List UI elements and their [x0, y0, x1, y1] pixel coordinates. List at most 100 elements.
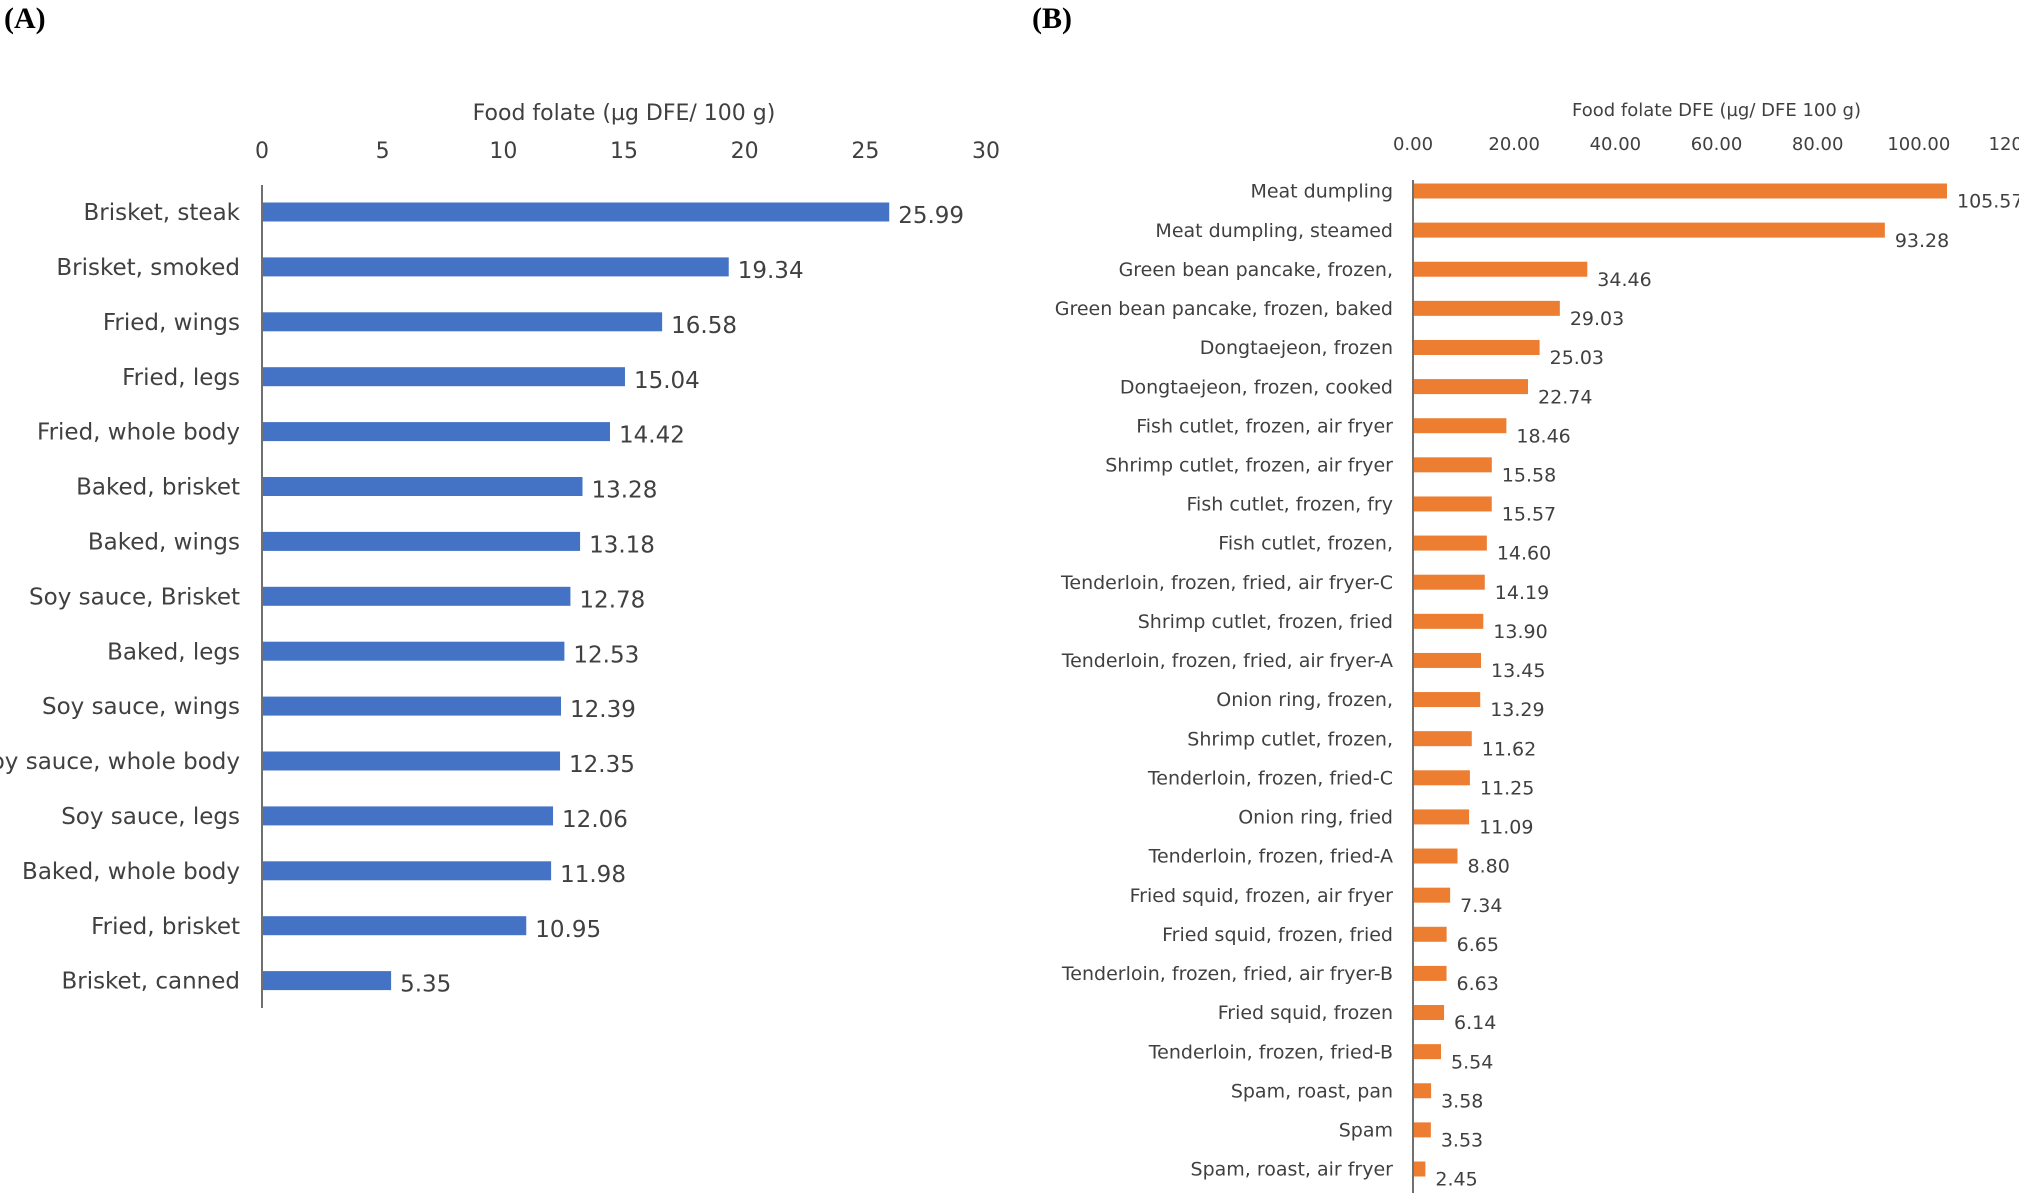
bar-b — [1414, 183, 1948, 199]
category-label-b: Tenderloin, frozen, fried-C — [1147, 767, 1393, 789]
category-label-a: Soy sauce, Brisket — [29, 584, 240, 610]
value-label-b: 18.46 — [1516, 425, 1570, 447]
category-label-b: Tenderloin, frozen, fried-B — [1148, 1041, 1393, 1063]
category-label-a: Brisket, canned — [61, 969, 240, 995]
value-label-a: 14.42 — [619, 423, 685, 449]
bar-a — [263, 202, 890, 222]
x-tick-label-a: 25 — [851, 139, 879, 164]
bar-b — [1414, 613, 1484, 629]
category-label-a: Soy sauce, legs — [61, 804, 240, 830]
x-tick-label-a: 30 — [972, 139, 1000, 164]
bar-b — [1414, 887, 1451, 903]
bar-b — [1414, 496, 1492, 512]
category-label-b: Spam, roast, air fryer — [1191, 1159, 1394, 1181]
value-label-a: 16.58 — [671, 313, 737, 339]
bar-b — [1414, 731, 1472, 747]
bar-b — [1414, 457, 1492, 473]
value-label-a: 12.78 — [579, 587, 645, 613]
value-label-a: 13.28 — [591, 478, 657, 504]
x-tick-label-b: 60.00 — [1691, 134, 1743, 155]
value-label-a: 10.95 — [535, 917, 601, 943]
category-label-b: Shrimp cutlet, frozen, air fryer — [1105, 454, 1393, 476]
x-tick-label-a: 5 — [376, 139, 390, 164]
category-label-b: Fried squid, frozen, fried — [1162, 924, 1393, 946]
category-label-b: Onion ring, frozen, — [1216, 689, 1393, 711]
value-label-b: 6.14 — [1454, 1012, 1496, 1034]
bar-b — [1414, 1161, 1426, 1177]
category-label-b: Fish cutlet, frozen, fry — [1187, 494, 1393, 516]
axis-title-b: Food folate DFE (µg/ DFE 100 g) — [1572, 100, 1861, 121]
value-label-b: 14.19 — [1495, 582, 1549, 604]
value-label-b: 7.34 — [1460, 895, 1502, 917]
bar-b — [1414, 261, 1588, 277]
x-tick-label-a: 10 — [489, 139, 517, 164]
category-label-a: Baked, brisket — [76, 475, 240, 501]
x-tick-label-b: 100.00 — [1887, 134, 1950, 155]
value-label-b: 11.09 — [1479, 817, 1533, 839]
category-label-a: Baked, whole body — [22, 859, 240, 885]
category-label-a: Fried, wings — [103, 310, 240, 336]
x-tick-label-b: 40.00 — [1590, 134, 1642, 155]
value-label-b: 105.57 — [1957, 191, 2019, 213]
value-label-b: 93.28 — [1895, 230, 1949, 252]
category-label-b: Tenderloin, frozen, fried-A — [1148, 846, 1393, 868]
category-label-b: Tenderloin, frozen, fried, air fryer-C — [1060, 572, 1393, 594]
category-label-b: Fried squid, frozen — [1218, 1002, 1393, 1024]
bar-a — [263, 861, 552, 881]
bar-a — [263, 641, 565, 661]
category-label-b: Onion ring, fried — [1238, 807, 1393, 829]
value-label-b: 22.74 — [1538, 386, 1592, 408]
category-label-a: Soy sauce, wings — [42, 694, 240, 720]
value-label-b: 13.45 — [1491, 660, 1545, 682]
bar-b — [1414, 574, 1485, 590]
category-label-a: Baked, wings — [88, 529, 240, 555]
category-label-b: Shrimp cutlet, frozen, — [1187, 728, 1393, 750]
x-tick-label-b: 80.00 — [1792, 134, 1844, 155]
bar-a — [263, 806, 554, 826]
value-label-b: 6.63 — [1457, 973, 1499, 995]
bar-b — [1414, 770, 1470, 786]
category-label-b: Spam, roast, pan — [1231, 1080, 1393, 1102]
x-tick-label-a: 20 — [731, 139, 759, 164]
bar-b — [1414, 965, 1447, 981]
bar-b — [1414, 339, 1540, 355]
category-label-a: Baked, legs — [107, 639, 240, 665]
value-label-b: 13.29 — [1490, 699, 1544, 721]
bar-b — [1414, 848, 1458, 864]
value-label-b: 11.25 — [1480, 777, 1534, 799]
category-label-a: Brisket, smoked — [56, 255, 240, 281]
value-label-a: 13.18 — [589, 532, 655, 558]
bar-b — [1414, 418, 1507, 434]
bar-b — [1414, 692, 1481, 708]
value-label-b: 15.57 — [1502, 504, 1556, 526]
category-label-b: Tenderloin, frozen, fried, air fryer-B — [1061, 963, 1393, 985]
bar-b — [1414, 1044, 1442, 1060]
value-label-b: 2.45 — [1435, 1169, 1477, 1191]
x-tick-label-a: 15 — [610, 139, 638, 164]
value-label-a: 12.06 — [562, 807, 628, 833]
category-label-b: Green bean pancake, frozen, baked — [1055, 298, 1393, 320]
bar-a — [263, 422, 611, 442]
bar-b — [1414, 379, 1529, 395]
category-label-a: Fried, whole body — [37, 420, 240, 446]
value-label-b: 34.46 — [1597, 269, 1651, 291]
category-label-b: Fried squid, frozen, air fryer — [1130, 885, 1394, 907]
value-label-b: 8.80 — [1468, 856, 1510, 878]
value-label-a: 15.04 — [634, 368, 700, 394]
category-label-b: Spam — [1339, 1120, 1393, 1142]
bar-a — [263, 696, 562, 716]
x-tick-label-b: 120.00 — [1989, 134, 2019, 155]
bar-b — [1414, 1005, 1445, 1021]
bar-a — [263, 916, 527, 936]
value-label-b: 11.62 — [1482, 738, 1536, 760]
value-label-b: 13.90 — [1493, 621, 1547, 643]
bar-a — [263, 312, 663, 332]
value-label-a: 12.39 — [570, 697, 636, 723]
category-label-b: Tenderloin, frozen, fried, air fryer-A — [1061, 650, 1393, 672]
bar-b — [1414, 652, 1482, 668]
value-label-a: 12.35 — [569, 752, 635, 778]
value-label-b: 25.03 — [1550, 347, 1604, 369]
value-label-b: 14.60 — [1497, 543, 1551, 565]
category-label-a: Fried, legs — [122, 365, 240, 391]
bar-a — [263, 751, 561, 771]
